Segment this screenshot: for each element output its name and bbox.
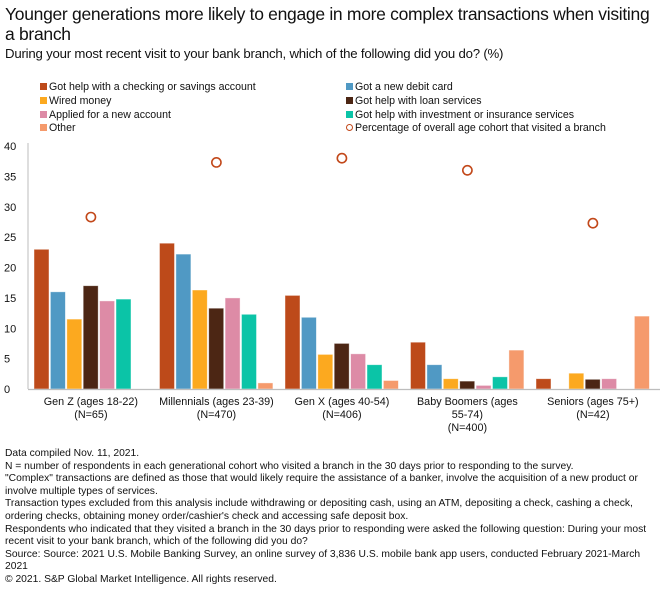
bar [442, 378, 459, 390]
note-source: Source: Source: 2021 U.S. Mobile Banking… [5, 548, 641, 573]
note-excluded-types: Transaction types excluded from this ana… [5, 498, 633, 522]
x-tick-label: Gen X (ages 40-54) [294, 396, 389, 408]
legend-item: Got help with a checking or savings acco… [40, 80, 256, 93]
chart-title: Younger generations more likely to engag… [5, 4, 650, 44]
bar [115, 298, 132, 390]
y-tick-label: 30 [4, 202, 16, 214]
legend-item: Got help with investment or insurance se… [346, 108, 574, 121]
legend-label: Other [49, 121, 76, 134]
bar [426, 364, 443, 390]
x-tick-label: (N=406) [322, 409, 361, 421]
y-tick-label: 15 [4, 293, 16, 305]
y-tick-label: 35 [4, 171, 16, 183]
note-complex-definition: "Complex" transactions are defined as th… [5, 473, 638, 497]
bar [535, 378, 552, 390]
x-tick-label: Millennials (ages 23-39) [159, 396, 274, 408]
bar [350, 353, 367, 390]
bar [175, 253, 192, 390]
y-tick-label: 20 [4, 263, 16, 275]
bar [366, 364, 383, 390]
y-tick-label: 0 [4, 384, 10, 396]
bar [257, 382, 274, 390]
legend-label: Percentage of overall age cohort that vi… [355, 121, 606, 134]
bar [300, 316, 317, 390]
bar [66, 318, 83, 390]
legend-label: Got help with investment or insurance se… [355, 108, 575, 121]
bars [33, 242, 650, 390]
bar [50, 291, 66, 390]
legend-label: Wired money [49, 94, 112, 107]
cohort-visit-marker [336, 152, 348, 164]
y-tick-label: 25 [4, 232, 16, 244]
bar [382, 380, 399, 390]
bar [284, 294, 301, 390]
legend-swatch-wired [40, 97, 47, 104]
legend-item: Got help with loan services [346, 94, 482, 107]
cohort-visit-marker [587, 217, 599, 229]
y-axis: 0 5 10 15 20 25 30 35 40 [4, 141, 29, 396]
bar [584, 378, 601, 390]
legend-item: Got a new debit card [346, 80, 453, 93]
bar [475, 384, 492, 390]
x-tick-label: Baby Boomers (ages [417, 396, 518, 408]
markers [85, 152, 599, 229]
x-tick-label: Seniors (ages 75+) [547, 396, 639, 408]
bar [191, 289, 208, 390]
note-date: Data compiled Nov. 11, 2021. [5, 448, 140, 459]
x-axis: Gen Z (ages 18-22)(N=65) Millennials (age… [28, 388, 660, 434]
bar [224, 297, 241, 390]
bar [459, 380, 476, 390]
bar [33, 248, 50, 390]
legend-swatch-loan [346, 97, 353, 104]
bar [317, 353, 334, 390]
bar [410, 341, 426, 390]
legend-label: Got a new debit card [355, 80, 453, 93]
legend-label: Got help with loan services [355, 94, 482, 107]
bar [208, 307, 225, 390]
x-tick-label: (N=65) [74, 409, 107, 421]
x-tick-label: (N=42) [576, 409, 609, 421]
y-tick-label: 5 [4, 354, 10, 366]
bar [82, 285, 99, 390]
legend-swatch-investment [346, 111, 353, 118]
bar [99, 300, 115, 390]
footnotes: Data compiled Nov. 11, 2021. N = number … [5, 448, 660, 587]
note-question: Respondents who indicated that they visi… [5, 523, 647, 548]
y-tick-label: 10 [4, 323, 16, 335]
bar [241, 313, 257, 390]
legend-item: Wired money [40, 94, 111, 107]
chart-subtitle: During your most recent visit to your ba… [5, 46, 504, 61]
bar [634, 315, 650, 390]
x-tick-label: (N=470) [197, 409, 236, 421]
cohort-visit-marker [85, 211, 97, 223]
legend-circle-marker-icon [346, 124, 353, 131]
y-tick-label: 40 [4, 141, 16, 153]
x-tick-label: 55-74) [452, 409, 483, 421]
legend-swatch-applied [40, 111, 47, 118]
legend-item: Applied for a new account [40, 108, 171, 121]
legend-label: Applied for a new account [49, 108, 171, 121]
x-tick-label: Gen Z (ages 18-22) [44, 396, 138, 408]
legend-label: Got help with a checking or savings acco… [49, 80, 256, 93]
note-copyright: © 2021. S&P Global Market Intelligence. … [5, 573, 277, 585]
bar-chart: 0 5 10 15 20 25 30 35 40 Gen Z (ages 18-22)(N=65… [4, 141, 660, 434]
bar [601, 378, 617, 390]
bar [159, 242, 175, 390]
bar [508, 349, 525, 390]
legend-swatch-checking [40, 83, 47, 90]
bar [492, 376, 508, 390]
cohort-visit-marker [461, 164, 473, 176]
cohort-visit-marker [210, 156, 222, 168]
x-tick-label: (N=400) [448, 422, 487, 434]
note-n-definition: N = number of respondents in each genera… [5, 460, 574, 472]
legend-item: Other [40, 121, 76, 134]
legend-swatch-other [40, 124, 47, 131]
bar [568, 372, 585, 390]
legend-item: Percentage of overall age cohort that vi… [346, 121, 606, 134]
bar [333, 342, 350, 390]
legend-swatch-debit [346, 83, 353, 90]
